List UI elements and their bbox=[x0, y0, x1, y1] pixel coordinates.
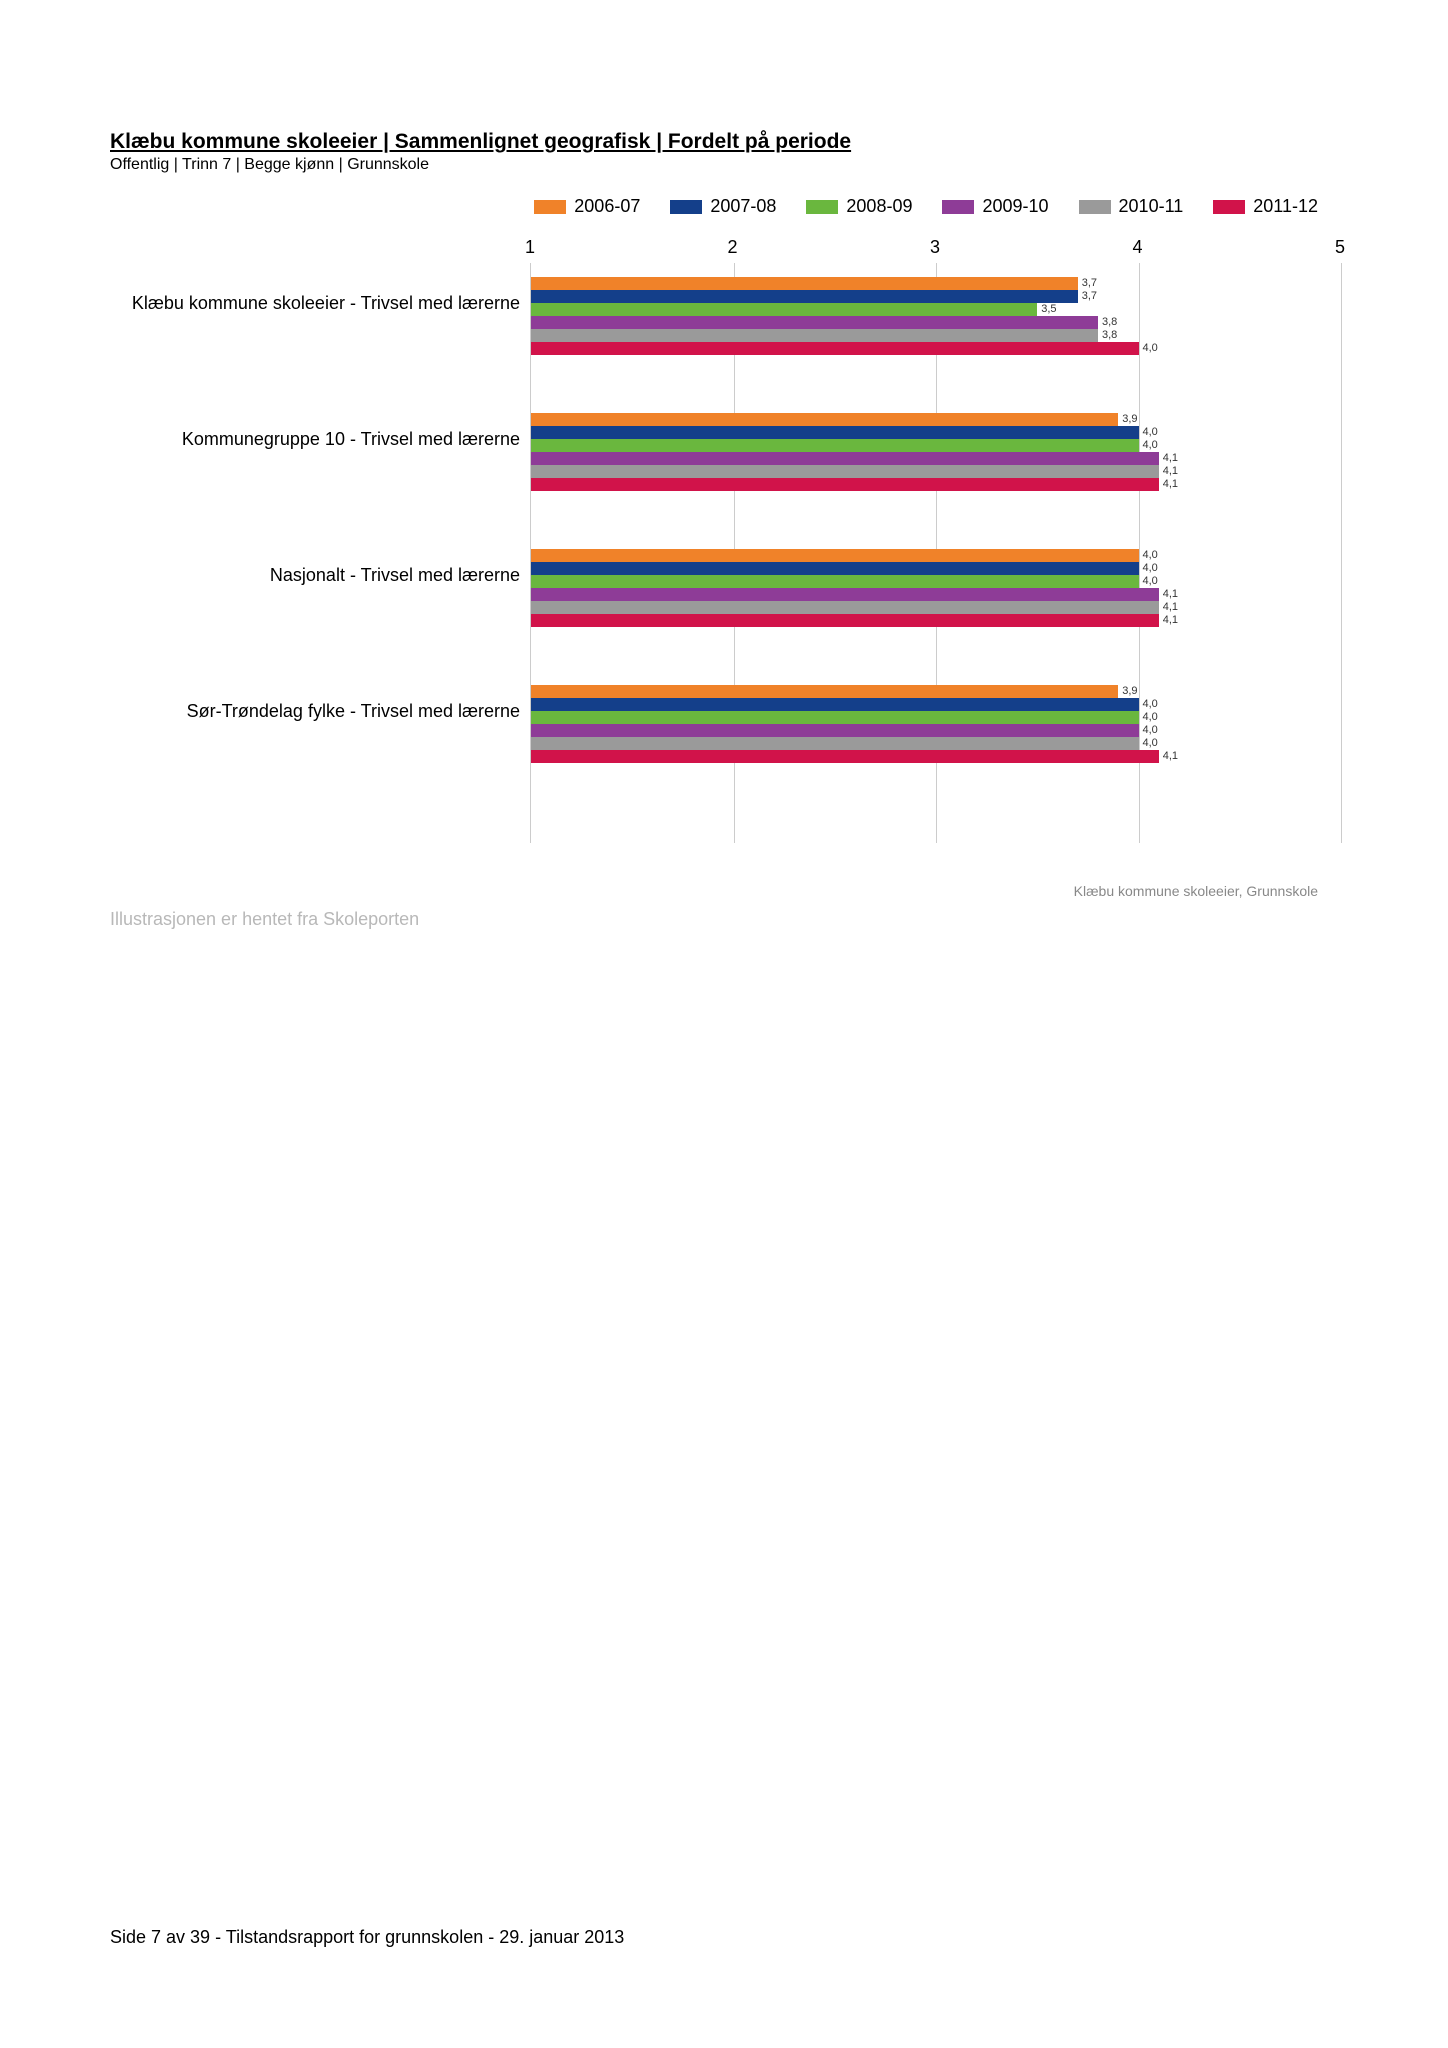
page-footer: Side 7 av 39 - Tilstandsrapport for grun… bbox=[110, 1927, 624, 1948]
bar bbox=[531, 737, 1139, 750]
axis-tick: 4 bbox=[1132, 237, 1142, 258]
bar bbox=[531, 342, 1139, 355]
chart-caption: Illustrasjonen er hentet fra Skoleporten bbox=[110, 909, 1348, 930]
bar-value: 4,0 bbox=[1143, 440, 1158, 451]
bar bbox=[531, 413, 1118, 426]
bar bbox=[531, 303, 1037, 316]
bar-value: 3,9 bbox=[1122, 414, 1137, 425]
bar bbox=[531, 277, 1078, 290]
group-label: Sør-Trøndelag fylke - Trivsel med lærern… bbox=[110, 700, 520, 723]
bar bbox=[531, 711, 1139, 724]
bar bbox=[531, 452, 1159, 465]
bar bbox=[531, 724, 1139, 737]
bar-value: 4,1 bbox=[1163, 751, 1178, 762]
chart-legend: 2006-07 2007-08 2008-09 2009-10 2010-11 2011-… bbox=[110, 196, 1348, 217]
bar-value: 4,1 bbox=[1163, 602, 1178, 613]
bar bbox=[531, 588, 1159, 601]
bar-value: 3,7 bbox=[1082, 278, 1097, 289]
bar-value: 4,0 bbox=[1143, 725, 1158, 736]
bar bbox=[531, 316, 1098, 329]
bar-value: 4,1 bbox=[1163, 479, 1178, 490]
bar-value: 4,0 bbox=[1143, 738, 1158, 749]
legend-item: 2011-12 bbox=[1213, 196, 1318, 217]
bar-value: 4,1 bbox=[1163, 453, 1178, 464]
bar bbox=[531, 329, 1098, 342]
bar bbox=[531, 601, 1159, 614]
legend-swatch bbox=[942, 200, 974, 214]
bar-value: 4,0 bbox=[1143, 712, 1158, 723]
legend-swatch bbox=[670, 200, 702, 214]
group-label: Kommunegruppe 10 - Trivsel med lærerne bbox=[110, 428, 520, 451]
plot-area: 3,7 3,7 3,5 3,8 3,8 4,0 3,9 4,0 4,0 4,1 4,1 4,1 4,0 4… bbox=[530, 263, 1340, 843]
bar bbox=[531, 750, 1159, 763]
legend-label: 2009-10 bbox=[982, 196, 1048, 217]
legend-item: 2009-10 bbox=[942, 196, 1048, 217]
bar-value: 3,7 bbox=[1082, 291, 1097, 302]
bar bbox=[531, 549, 1139, 562]
bar-value: 3,5 bbox=[1041, 304, 1056, 315]
legend-item: 2008-09 bbox=[806, 196, 912, 217]
bar bbox=[531, 685, 1118, 698]
bar bbox=[531, 478, 1159, 491]
axis-tick: 3 bbox=[930, 237, 940, 258]
axis-tick: 2 bbox=[727, 237, 737, 258]
bar-value: 3,8 bbox=[1102, 330, 1117, 341]
bar bbox=[531, 439, 1139, 452]
legend-label: 2007-08 bbox=[710, 196, 776, 217]
bar-value: 4,0 bbox=[1143, 550, 1158, 561]
legend-label: 2010-11 bbox=[1119, 196, 1184, 217]
bar bbox=[531, 698, 1139, 711]
page-title: Klæbu kommune skoleeier | Sammenlignet g… bbox=[110, 130, 1348, 154]
bar-value: 4,0 bbox=[1143, 576, 1158, 587]
legend-swatch bbox=[806, 200, 838, 214]
x-axis: 12345 bbox=[530, 237, 1340, 263]
legend-label: 2011-12 bbox=[1253, 196, 1318, 217]
bar-value: 4,0 bbox=[1143, 343, 1158, 354]
bar bbox=[531, 575, 1139, 588]
bar bbox=[531, 562, 1139, 575]
legend-swatch bbox=[534, 200, 566, 214]
bar-value: 4,1 bbox=[1163, 466, 1178, 477]
group-label: Klæbu kommune skoleeier - Trivsel med læ… bbox=[110, 292, 520, 315]
bar-value: 4,0 bbox=[1143, 563, 1158, 574]
group-label: Nasjonalt - Trivsel med lærerne bbox=[110, 564, 520, 587]
gridline bbox=[1341, 263, 1342, 843]
axis-tick: 1 bbox=[525, 237, 535, 258]
bar bbox=[531, 426, 1139, 439]
bar-value: 3,8 bbox=[1102, 317, 1117, 328]
legend-swatch bbox=[1079, 200, 1111, 214]
legend-label: 2006-07 bbox=[574, 196, 640, 217]
bar-value: 4,0 bbox=[1143, 427, 1158, 438]
chart-attribution: Klæbu kommune skoleeier, Grunnskole bbox=[110, 883, 1348, 899]
legend-item: 2007-08 bbox=[670, 196, 776, 217]
legend-item: 2006-07 bbox=[534, 196, 640, 217]
bar bbox=[531, 614, 1159, 627]
chart: Klæbu kommune skoleeier - Trivsel med læ… bbox=[110, 237, 1348, 843]
bar bbox=[531, 465, 1159, 478]
bar-value: 4,1 bbox=[1163, 615, 1178, 626]
bar-value: 4,0 bbox=[1143, 699, 1158, 710]
legend-swatch bbox=[1213, 200, 1245, 214]
legend-item: 2010-11 bbox=[1079, 196, 1184, 217]
bar-value: 4,1 bbox=[1163, 589, 1178, 600]
legend-label: 2008-09 bbox=[846, 196, 912, 217]
bar bbox=[531, 290, 1078, 303]
axis-tick: 5 bbox=[1335, 237, 1345, 258]
bar-value: 3,9 bbox=[1122, 686, 1137, 697]
page-subtitle: Offentlig | Trinn 7 | Begge kjønn | Grun… bbox=[110, 156, 1348, 174]
